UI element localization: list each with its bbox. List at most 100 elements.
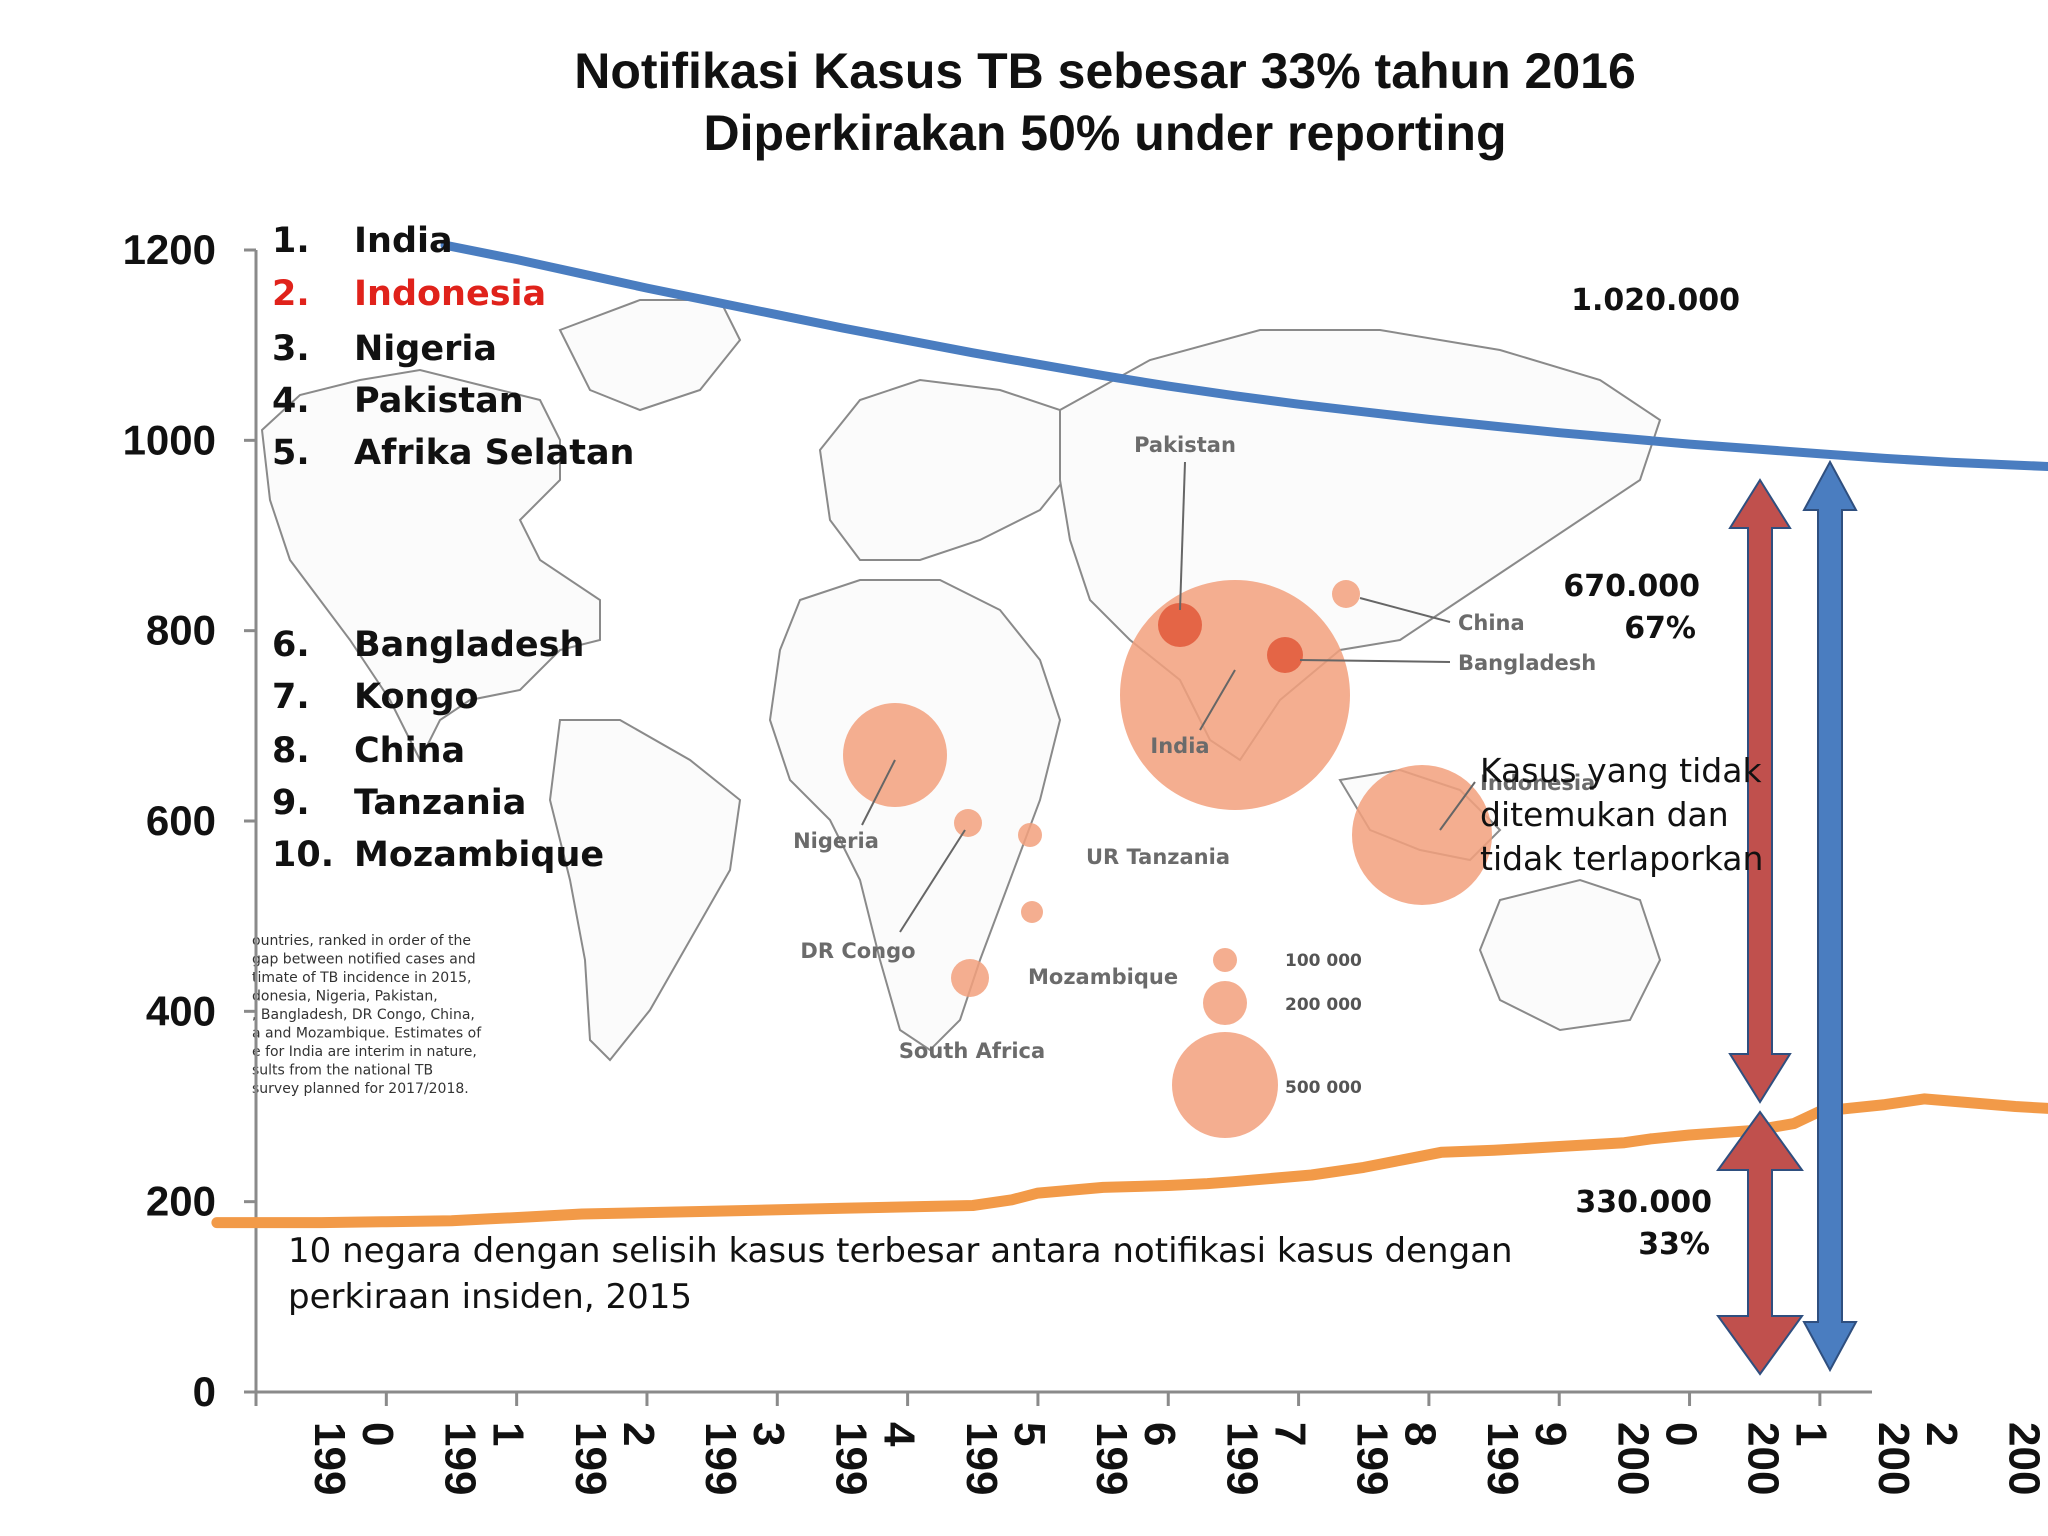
map-caption-line: timate of TB incidence in 2015, <box>252 970 471 986</box>
ranking-country: Pakistan <box>354 381 524 421</box>
map-caption-line: survey planned for 2017/2018. <box>252 1081 469 1097</box>
x-tick-label-digit: 6 <box>1135 1422 1184 1446</box>
x-tick-label-digit: 2 <box>614 1422 663 1446</box>
annotation-total-estimate: 1.020.000 <box>1571 283 1740 318</box>
bubble-tanzania <box>1018 823 1042 847</box>
bubble-india <box>1120 580 1350 810</box>
ranking-number: 4. <box>272 381 310 421</box>
x-tick-label-digit: 2 <box>1917 1422 1966 1446</box>
y-tick-label: 1000 <box>123 416 216 463</box>
map-leader-india <box>1199 669 1236 731</box>
map-leader-nigeria <box>861 759 896 826</box>
y-tick-label: 200 <box>146 1178 216 1225</box>
x-tick-label: 199 <box>1087 1422 1136 1495</box>
x-tick-label: 200 <box>1869 1422 1918 1495</box>
map-label-bangladesh: Bangladesh <box>1458 651 1596 675</box>
x-tick-label-digit: 3 <box>744 1422 793 1446</box>
arrow-shape <box>1802 459 1858 1373</box>
map-leader-dr-congo <box>899 829 966 933</box>
map-caption-line: a and Mozambique. Estimates of <box>252 1026 482 1042</box>
x-axis: 199 0 199 1 199 2 199 3 199 4 199 5 199 6 199 7 199 8 199 9… <box>254 1390 2048 1495</box>
map-label-tanzania: UR Tanzania <box>1086 845 1230 869</box>
map-australia <box>1478 878 1662 1032</box>
y-tick-label: 400 <box>146 987 216 1034</box>
map-south-america <box>548 719 742 1062</box>
map-leader-bangladesh <box>1299 659 1451 663</box>
bubble-south-africa <box>951 959 989 997</box>
ranking-number: 10. <box>272 835 334 875</box>
map-europe <box>818 378 1082 561</box>
arrow-shape <box>1728 478 1792 1104</box>
bubble-china <box>1332 580 1360 608</box>
x-tick-label-digit: 7 <box>1265 1422 1314 1446</box>
y-axis: 0 200 400 600 800 1000 1200 <box>123 226 258 1415</box>
ranking-country: China <box>354 731 465 771</box>
map-caption-line: , Bangladesh, DR Congo, China, <box>252 1007 475 1023</box>
ranking-country: Bangladesh <box>354 625 584 665</box>
map-leader-china <box>1359 597 1451 623</box>
map-north-america <box>260 368 601 763</box>
x-tick-label: 200 <box>1999 1422 2048 1495</box>
map-legend-500000: 500 000 <box>1285 1078 1362 1098</box>
side-note-line-3: tidak terlaporkan <box>1480 839 1763 878</box>
map-label-south-africa: South Africa <box>899 1039 1045 1063</box>
map-label-mozambique: Mozambique <box>1028 965 1178 989</box>
map-leader-pakistan <box>1179 461 1186 611</box>
map-legend-200000: 200 000 <box>1285 995 1362 1015</box>
x-tick-label: 199 <box>1217 1422 1266 1495</box>
ranking-country: Indonesia <box>354 274 546 314</box>
x-tick-label-digit: 1 <box>1787 1422 1836 1446</box>
map-label-pakistan: Pakistan <box>1134 433 1236 457</box>
y-tick-label: 1200 <box>123 226 216 273</box>
map-caption: ountries, ranked in order of the gap betw… <box>252 933 482 1097</box>
y-tick-label: 800 <box>146 607 216 654</box>
map-label-nigeria: Nigeria <box>793 829 879 853</box>
arrow-notified-cases <box>1716 1110 1804 1376</box>
x-tick-label: 199 <box>1348 1422 1397 1495</box>
ranking-number: 8. <box>272 731 310 771</box>
x-tick-label: 200 <box>1739 1422 1788 1495</box>
map-caption-line: e for India are interim in nature, <box>252 1044 477 1060</box>
bubble-indonesia <box>1352 765 1492 905</box>
map-legend-100000: 100 000 <box>1285 951 1362 971</box>
bottom-note-line-2: perkiraan insiden, 2015 <box>288 1277 692 1317</box>
ranking-number: 7. <box>272 677 310 717</box>
side-note-line-2: ditemukan dan <box>1480 795 1729 834</box>
x-tick-label: 199 <box>305 1422 354 1495</box>
x-tick-label-digit: 8 <box>1396 1422 1445 1446</box>
map-leader-indonesia <box>1439 781 1476 831</box>
arrow-total-estimate <box>1802 459 1858 1373</box>
chart-title-line-1: Notifikasi Kasus TB sebesar 33% tahun 20… <box>574 43 1636 99</box>
ranking-number: 3. <box>272 329 310 369</box>
x-tick-label-digit: 9 <box>1526 1422 1575 1446</box>
x-tick-label-digit: 4 <box>874 1422 923 1447</box>
ranking-number: 1. <box>272 221 310 261</box>
ranking-number: 9. <box>272 783 310 823</box>
x-tick-label: 199 <box>957 1422 1006 1495</box>
x-tick-label-digit: 0 <box>353 1422 402 1446</box>
x-tick-label: 199 <box>566 1422 615 1495</box>
series-notification-line <box>211 1093 2048 1229</box>
series-estimate-line <box>440 240 2048 472</box>
x-tick-label: 199 <box>1478 1422 1527 1495</box>
map-caption-line: donesia, Nigeria, Pakistan, <box>252 989 438 1005</box>
map-greenland <box>558 299 742 412</box>
bubble-bangladesh <box>1267 637 1303 673</box>
chart-title-line-2: Diperkirakan 50% under reporting <box>703 105 1506 161</box>
legend-bubble-100000 <box>1213 948 1237 972</box>
ranking-number: 2. <box>272 274 310 314</box>
x-tick-label: 199 <box>696 1422 745 1495</box>
ranking-number: 5. <box>272 433 310 473</box>
y-tick-label: 600 <box>146 797 216 844</box>
ranking-country: Nigeria <box>354 329 497 369</box>
side-note-line-1: Kasus yang tidak <box>1480 751 1762 790</box>
ranking-number: 6. <box>272 625 310 665</box>
country-ranking-list: 1. India 2. Indonesia 3. Nigeria 4. Pakistan 5. A… <box>272 221 634 875</box>
annotation-notified-value: 330.000 <box>1575 1185 1712 1220</box>
x-tick-label: 199 <box>826 1422 875 1495</box>
map-label-indonesia: Indonesia <box>1480 771 1595 795</box>
bottom-note-line-1: 10 negara dengan selisih kasus terbesar … <box>288 1231 1513 1271</box>
bubble-mozambique <box>1021 901 1043 923</box>
map-caption-line: gap between notified cases and <box>252 952 476 968</box>
x-tick-label-digit: 5 <box>1005 1422 1054 1446</box>
